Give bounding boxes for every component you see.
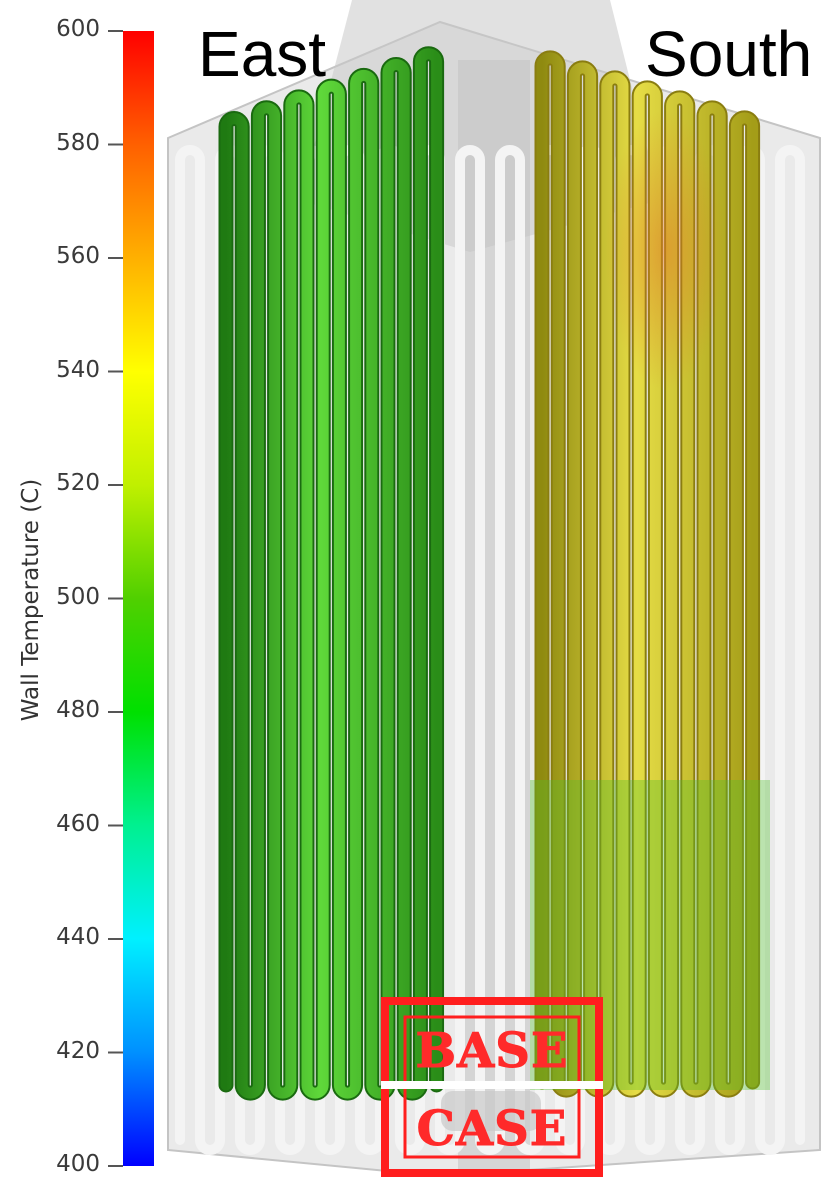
stamp-line-2: CASE	[416, 1101, 568, 1157]
colorbar-tick-label: 460	[56, 810, 100, 837]
colorbar	[108, 30, 154, 1167]
east-tube-panel	[218, 46, 445, 1101]
colorbar-tick-label: 560	[56, 243, 100, 269]
colorbar-tick-label: 440	[56, 924, 100, 950]
colorbar-tick-label: 540	[56, 356, 100, 383]
base-case-stamp: BASE CASE	[381, 997, 603, 1177]
colorbar-title: Wall Temperature (C)	[18, 478, 44, 722]
south-cool-region	[530, 780, 770, 1090]
south-tubes	[536, 52, 759, 1096]
colorbar-tick-label: 600	[56, 16, 100, 42]
stamp-line-1: BASE	[415, 1023, 569, 1079]
colorbar-tick-label: 420	[56, 1037, 100, 1064]
east-tubes	[220, 48, 443, 1099]
south-tube-panel	[530, 50, 770, 1098]
east-face-label: East	[198, 18, 327, 90]
back-wall-tubes	[175, 145, 805, 1155]
stamp-frame	[381, 997, 603, 1177]
south-face-label: South	[645, 18, 813, 90]
colorbar-tick-label: 520	[56, 470, 100, 496]
colorbar-tick-label: 480	[56, 697, 100, 723]
background-tubes	[175, 145, 805, 1155]
colorbar-tick-label: 500	[56, 583, 100, 610]
south-hotspot	[605, 110, 725, 390]
colorbar-tick-label: 580	[56, 129, 100, 156]
colorbar-tick-label: 400	[56, 1151, 100, 1177]
colorbar-ticks	[108, 30, 123, 1167]
colorbar-ramp	[123, 31, 154, 1166]
